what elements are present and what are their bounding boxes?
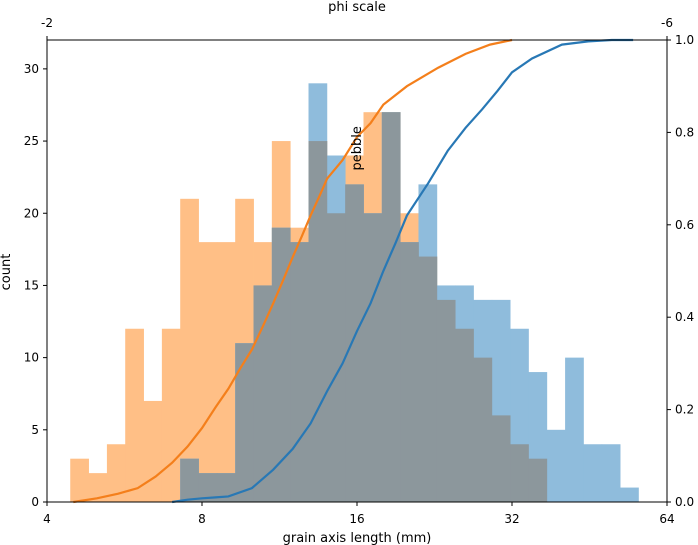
- bar-overlap: [345, 184, 364, 502]
- bar-overlap: [308, 141, 328, 502]
- bar-overlap: [528, 458, 548, 502]
- x-tick-label: 32: [504, 512, 519, 526]
- secondary-y-tick-label: 0.2: [675, 403, 694, 417]
- x-tick-label: 64: [659, 512, 674, 526]
- tick-group: 4 8 16 32 64 0 5 10 15 20 25 30 0.0 0.2 0.4 0.6 0.8 1.0 -2…: [24, 16, 694, 526]
- bar-series-b: [601, 444, 621, 502]
- cdf-line-series-a: [73, 38, 513, 504]
- secondary-y-tick-label: 0.0: [675, 495, 694, 509]
- bar-series-a: [70, 458, 89, 502]
- y-tick-label: 25: [24, 134, 39, 148]
- bar-overlap: [455, 328, 474, 502]
- secondary-x-tick-label: -2: [41, 16, 53, 30]
- bar-series-b: [620, 487, 639, 502]
- y-axis-label: count: [0, 254, 14, 291]
- bar-overlap: [235, 343, 254, 502]
- bar-overlap: [180, 458, 199, 502]
- secondary-y-tick-label: 0.6: [675, 218, 694, 232]
- bar-overlap: [510, 444, 529, 502]
- bar-overlap: [381, 112, 401, 502]
- x-axis-label: grain axis length (mm): [283, 531, 432, 545]
- bar-series-a: [143, 400, 163, 502]
- bar-overlap: [473, 357, 493, 502]
- bar-series-b: [546, 429, 566, 502]
- bar-overlap: [326, 213, 346, 502]
- y-tick-label: 0: [31, 495, 39, 509]
- secondary-y-tick-label: 0.4: [675, 310, 694, 324]
- secondary-y-tick-label: 0.8: [675, 125, 694, 139]
- bar-series-a: [216, 242, 236, 502]
- y-tick-label: 30: [24, 62, 39, 76]
- bar-overlap: [491, 415, 511, 502]
- bar-series-a: [106, 444, 126, 502]
- x-tick-label: 4: [43, 512, 51, 526]
- secondary-x-axis-label: phi scale: [328, 0, 386, 15]
- bar-overlap: [436, 299, 456, 502]
- bar-overlap: [290, 242, 309, 502]
- annotation-pebble: pebble: [350, 126, 365, 170]
- cdf-line-series-b: [171, 38, 634, 504]
- bar-overlap: [253, 285, 273, 502]
- bar-series-a: [198, 242, 218, 502]
- bar-overlap: [418, 256, 438, 502]
- bar-overlap: [198, 473, 218, 502]
- bar-series-a: [161, 328, 181, 502]
- bar-series-a: [88, 473, 108, 502]
- overlap-bars: [180, 112, 548, 502]
- y-tick-label: 20: [24, 206, 39, 220]
- bar-overlap: [400, 242, 419, 502]
- x-tick-label: 8: [198, 512, 206, 526]
- y-tick-label: 10: [24, 351, 39, 365]
- x-tick-label: 16: [349, 512, 364, 526]
- bar-series-b: [583, 444, 603, 502]
- bar-overlap: [363, 213, 383, 502]
- bar-series-a: [125, 328, 144, 502]
- y-tick-label: 15: [24, 278, 39, 292]
- secondary-x-tick-label: -6: [661, 16, 673, 30]
- secondary-y-tick-label: 1.0: [675, 33, 694, 47]
- bar-series-a: [180, 198, 199, 502]
- y-tick-label: 5: [31, 423, 39, 437]
- bar-series-b: [565, 357, 584, 502]
